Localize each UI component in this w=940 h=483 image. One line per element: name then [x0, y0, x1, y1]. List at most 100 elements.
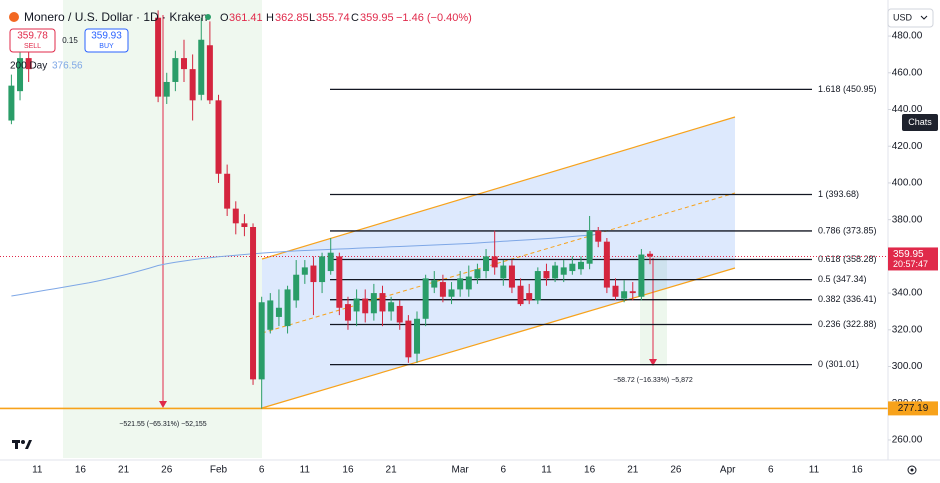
sell-button[interactable] [9, 28, 56, 53]
x-tick-label: 6 [259, 465, 265, 476]
candle-body [595, 230, 602, 242]
x-tick-label: Apr [720, 465, 736, 476]
candle-body [422, 278, 429, 319]
ma-line [11, 233, 599, 297]
y-tick-label: 300.00 [892, 361, 923, 372]
candle-body [629, 291, 636, 294]
candle-body [474, 269, 481, 279]
candle-body [250, 226, 257, 380]
arrow-head [159, 401, 167, 408]
candle-body [638, 254, 645, 297]
candle-body [414, 318, 421, 354]
buy-label[interactable]: BUY [99, 43, 114, 50]
candle-body [526, 293, 533, 301]
candle-body [405, 320, 412, 358]
support-tag [888, 401, 938, 416]
candle-body [569, 263, 576, 272]
currency-select[interactable] [887, 8, 934, 28]
ohlc-key: C [351, 12, 359, 24]
candle-body [647, 253, 654, 257]
candle-body [388, 302, 395, 312]
channel-mid [261, 192, 736, 334]
y-tick-label: 480.00 [892, 31, 923, 42]
candle-body [621, 291, 628, 299]
currency[interactable]: USD [893, 12, 913, 22]
support-value: 277.19 [898, 403, 929, 414]
candle-body [232, 208, 239, 224]
coin-icon [9, 12, 19, 22]
candle-body [344, 304, 351, 321]
settings-icon[interactable] [907, 465, 917, 475]
plot-area: 1.618 (450.95) 1 (393.68) 0.786 (373.85) 0.… [0, 10, 888, 410]
spread: 0.15 [62, 36, 78, 45]
last-price-tag [888, 247, 938, 271]
fib-label: 0.786 (373.85) [818, 225, 877, 235]
fib-label: 1 (393.68) [818, 189, 859, 199]
x-tick-label: 26 [670, 465, 682, 476]
ma-name: 200 Day [10, 61, 47, 72]
x-tick-label: 26 [161, 465, 173, 476]
y-tick-label: 320.00 [892, 324, 923, 335]
candle-body [577, 261, 584, 270]
candle-body [336, 256, 343, 308]
sell-price[interactable]: 359.78 [17, 31, 48, 42]
chart-title: Monero / U.S. Dollar · 1D · Kraken [24, 10, 207, 24]
candle-body [431, 280, 438, 288]
candle-body [483, 256, 490, 272]
buy-button[interactable] [84, 28, 129, 53]
dropdown-caret[interactable] [920, 15, 928, 20]
candle-body [267, 300, 274, 330]
y-tick-label: 460.00 [892, 67, 923, 78]
candle-body [586, 230, 593, 264]
candle-body [612, 285, 619, 297]
candle-body [396, 305, 403, 323]
candle-body [241, 223, 248, 227]
x-tick-label: 16 [584, 465, 596, 476]
candle-body [206, 45, 213, 101]
ohlc-value: 355.74 [316, 12, 350, 24]
candle-body [603, 241, 610, 288]
candle-body [319, 256, 326, 283]
fib-label: 1.618 (450.95) [818, 84, 877, 94]
x-tick-label: 11 [541, 465, 552, 476]
measure-label: −58.72 (−16.33%) −5,872 [613, 377, 693, 384]
y-tick-label: 260.00 [892, 435, 923, 446]
ohlc-key: O [220, 12, 229, 24]
candle-body [215, 100, 222, 174]
candle-body [163, 81, 170, 97]
candle-body [465, 276, 472, 290]
candle-body [189, 69, 196, 101]
ohlc-key: L [309, 12, 315, 24]
candle-body [198, 39, 205, 95]
x-tick-label: 16 [75, 465, 87, 476]
candle-body [534, 271, 541, 301]
sell-label[interactable]: SELL [24, 43, 41, 50]
x-tick-label: 21 [627, 465, 639, 476]
y-tick-label: 380.00 [892, 214, 923, 225]
x-tick-label: 11 [300, 465, 311, 476]
settings-icon-dot[interactable] [910, 468, 914, 472]
change: −1.46 (−0.40%) [396, 12, 472, 24]
ohlc-key: H [266, 12, 274, 24]
candle-body [284, 289, 291, 327]
chats-tooltip [902, 114, 938, 131]
candle-body [301, 267, 308, 275]
candle-body [560, 267, 567, 275]
candle-body [181, 58, 187, 70]
x-tick-label: 21 [118, 465, 130, 476]
candle-body [508, 265, 515, 288]
x-tick-label: 11 [809, 465, 820, 476]
x-tick-label: 16 [852, 465, 864, 476]
y-tick-label: 420.00 [892, 141, 923, 152]
ma-value: 376.56 [52, 61, 83, 72]
fib-label: 0.618 (358.28) [818, 254, 877, 264]
buy-price[interactable]: 359.93 [91, 31, 122, 42]
ohlc-value: 362.85 [275, 12, 309, 24]
fib-label: 0 (301.01) [818, 359, 859, 369]
ohlc-value: 361.41 [229, 12, 263, 24]
chats-label: Chats [908, 117, 932, 127]
x-tick-label: Mar [452, 465, 470, 476]
